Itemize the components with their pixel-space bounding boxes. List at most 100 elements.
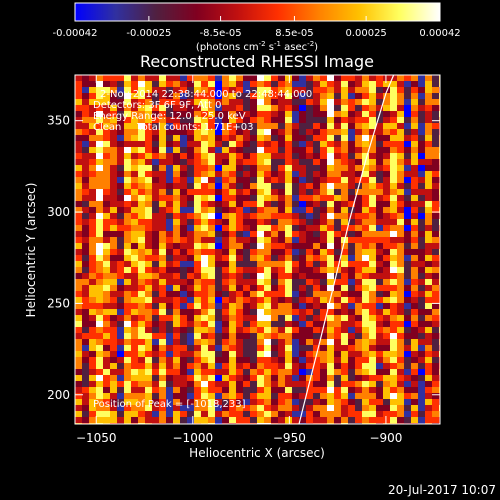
- heatmap-cell: [411, 351, 419, 358]
- heatmap-cell: [82, 171, 90, 178]
- heatmap-cell: [229, 381, 237, 388]
- heatmap-cell: [152, 225, 160, 232]
- heatmap-cell: [96, 369, 104, 376]
- heatmap-cell: [383, 351, 391, 358]
- heatmap-cell: [250, 303, 258, 310]
- heatmap-cell: [138, 117, 146, 124]
- heatmap-cell: [187, 213, 195, 220]
- heatmap-cell: [152, 249, 160, 256]
- heatmap-cell: [383, 99, 391, 106]
- heatmap-cell: [117, 375, 125, 382]
- heatmap-cell: [376, 411, 384, 418]
- heatmap-cell: [411, 153, 419, 160]
- heatmap-cell: [159, 273, 167, 280]
- heatmap-cell: [306, 417, 314, 424]
- heatmap-cell: [89, 249, 97, 256]
- heatmap-cell: [292, 225, 300, 232]
- heatmap-cell: [103, 303, 111, 310]
- heatmap-cell: [313, 93, 321, 100]
- heatmap-cell: [376, 123, 384, 130]
- heatmap-cell: [376, 321, 384, 328]
- heatmap-cell: [383, 129, 391, 136]
- heatmap-cell: [383, 111, 391, 118]
- heatmap-cell: [278, 393, 286, 400]
- heatmap-cell: [418, 387, 426, 394]
- heatmap-cell: [89, 333, 97, 340]
- heatmap-cell: [187, 93, 195, 100]
- heatmap-cell: [110, 201, 118, 208]
- heatmap-cell: [250, 375, 258, 382]
- heatmap-cell: [369, 111, 377, 118]
- heatmap-cell: [222, 327, 230, 334]
- heatmap-cell: [159, 297, 167, 304]
- heatmap-cell: [418, 99, 426, 106]
- heatmap-cell: [187, 99, 195, 106]
- heatmap-cell: [334, 93, 342, 100]
- heatmap-cell: [362, 183, 370, 190]
- heatmap-cell: [103, 219, 111, 226]
- heatmap-cell: [236, 411, 244, 418]
- heatmap-cell: [341, 165, 349, 172]
- heatmap-cell: [348, 195, 356, 202]
- heatmap-cell: [124, 327, 132, 334]
- heatmap-cell: [278, 297, 286, 304]
- heatmap-cell: [355, 81, 363, 88]
- heatmap-cell: [348, 135, 356, 142]
- heatmap-cell: [152, 177, 160, 184]
- heatmap-cell: [166, 201, 174, 208]
- heatmap-cell: [264, 357, 272, 364]
- heatmap-cell: [390, 315, 398, 322]
- heatmap-cell: [425, 417, 433, 424]
- heatmap-cell: [243, 261, 251, 268]
- heatmap-cell: [320, 375, 328, 382]
- heatmap-cell: [152, 111, 160, 118]
- heatmap-cell: [180, 351, 188, 358]
- heatmap-cell: [243, 303, 251, 310]
- heatmap-cell: [180, 177, 188, 184]
- heatmap-cell: [320, 213, 328, 220]
- heatmap-cell: [257, 99, 265, 106]
- heatmap-cell: [411, 405, 419, 412]
- heatmap-cell: [418, 249, 426, 256]
- heatmap-cell: [96, 231, 104, 238]
- heatmap-cell: [180, 153, 188, 160]
- heatmap-cell: [306, 189, 314, 196]
- heatmap-cell: [334, 387, 342, 394]
- heatmap-cell: [257, 273, 265, 280]
- heatmap-cell: [285, 309, 293, 316]
- heatmap-cell: [215, 87, 223, 94]
- heatmap-cell: [215, 129, 223, 136]
- heatmap-cell: [124, 315, 132, 322]
- heatmap-cell: [124, 207, 132, 214]
- heatmap-cell: [208, 267, 216, 274]
- heatmap-cell: [411, 291, 419, 298]
- heatmap-cell: [313, 267, 321, 274]
- heatmap-cell: [369, 261, 377, 268]
- heatmap-cell: [243, 153, 251, 160]
- heatmap-cell: [334, 219, 342, 226]
- heatmap-cell: [89, 159, 97, 166]
- heatmap-cell: [180, 207, 188, 214]
- heatmap-cell: [341, 249, 349, 256]
- heatmap-cell: [166, 381, 174, 388]
- heatmap-cell: [173, 237, 181, 244]
- heatmap-cell: [110, 327, 118, 334]
- heatmap-cell: [215, 243, 223, 250]
- heatmap-cell: [376, 267, 384, 274]
- heatmap-cell: [418, 375, 426, 382]
- heatmap-cell: [278, 261, 286, 268]
- heatmap-cell: [243, 351, 251, 358]
- heatmap-cell: [159, 369, 167, 376]
- heatmap-cell: [243, 123, 251, 130]
- heatmap-cell: [376, 261, 384, 268]
- heatmap-cell: [138, 327, 146, 334]
- heatmap-cell: [110, 243, 118, 250]
- heatmap-cell: [432, 297, 440, 304]
- heatmap-cell: [152, 273, 160, 280]
- heatmap-cell: [96, 351, 104, 358]
- heatmap-cell: [327, 291, 335, 298]
- heatmap-cell: [243, 333, 251, 340]
- heatmap-cell: [369, 93, 377, 100]
- heatmap-cell: [383, 93, 391, 100]
- heatmap-cell: [292, 87, 300, 94]
